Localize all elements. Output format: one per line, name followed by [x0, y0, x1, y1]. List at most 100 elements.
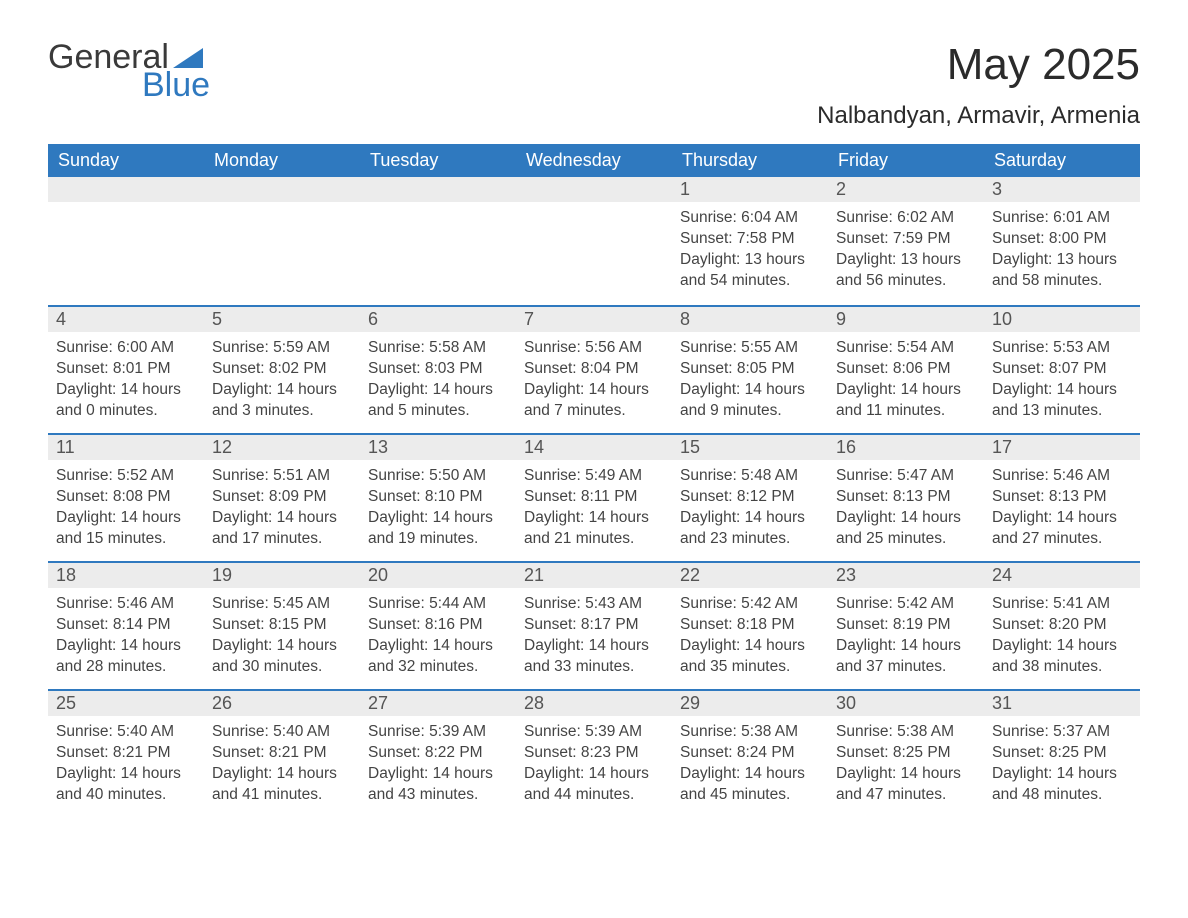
day-number-band: 2 [828, 177, 984, 202]
sunset-line: Sunset: 8:17 PM [524, 615, 664, 636]
day-body: Sunrise: 5:56 AMSunset: 8:04 PMDaylight:… [516, 332, 672, 432]
daylight-line-2: and 15 minutes. [56, 529, 196, 550]
daylight-line-1: Daylight: 14 hours [56, 636, 196, 657]
day-number: 6 [368, 309, 378, 329]
calendar-table: SundayMondayTuesdayWednesdayThursdayFrid… [48, 144, 1140, 817]
calendar-cell: 22Sunrise: 5:42 AMSunset: 8:18 PMDayligh… [672, 561, 828, 689]
calendar-cell: 7Sunrise: 5:56 AMSunset: 8:04 PMDaylight… [516, 305, 672, 433]
daylight-line-2: and 27 minutes. [992, 529, 1132, 550]
sunrise-line: Sunrise: 5:38 AM [680, 722, 820, 743]
calendar-cell: 21Sunrise: 5:43 AMSunset: 8:17 PMDayligh… [516, 561, 672, 689]
day-number: 2 [836, 179, 846, 199]
calendar-body: 1Sunrise: 6:04 AMSunset: 7:58 PMDaylight… [48, 177, 1140, 817]
day-body: Sunrise: 5:49 AMSunset: 8:11 PMDaylight:… [516, 460, 672, 560]
daylight-line-1: Daylight: 14 hours [368, 764, 508, 785]
page-header: General Blue May 2025 Nalbandyan, Armavi… [48, 40, 1140, 138]
daylight-line-1: Daylight: 14 hours [524, 380, 664, 401]
calendar-cell: 1Sunrise: 6:04 AMSunset: 7:58 PMDaylight… [672, 177, 828, 305]
sunset-line: Sunset: 8:15 PM [212, 615, 352, 636]
day-number-band: 8 [672, 305, 828, 332]
day-number: 1 [680, 179, 690, 199]
calendar-cell: 17 Sunrise: 5:46 AMSunset: 8:13 PMDayligh… [984, 433, 1140, 561]
sunrise-line: Sunrise: 5:42 AM [680, 594, 820, 615]
day-number-band: 7 [516, 305, 672, 332]
day-header: Saturday [984, 144, 1140, 177]
day-number-band: 25 [48, 689, 204, 716]
calendar-cell: 27Sunrise: 5:39 AMSunset: 8:22 PMDayligh… [360, 689, 516, 817]
day-number: 19 [212, 565, 232, 585]
sunrise-line: Sunrise: 5:50 AM [368, 466, 508, 487]
daylight-line-2: and 7 minutes. [524, 401, 664, 422]
day-number: 16 [836, 437, 856, 457]
daylight-line-1: Daylight: 14 hours [680, 764, 820, 785]
day-body: Sunrise: 5:54 AMSunset: 8:06 PMDaylight:… [828, 332, 984, 432]
day-body: Sunrise: 6:01 AMSunset: 8:00 PMDaylight:… [984, 202, 1140, 302]
daylight-line-1: Daylight: 14 hours [992, 636, 1132, 657]
daylight-line-1: Daylight: 14 hours [368, 508, 508, 529]
calendar-cell [516, 177, 672, 305]
sunrise-line: Sunrise: 5:40 AM [212, 722, 352, 743]
sunrise-line: Sunrise: 5:58 AM [368, 338, 508, 359]
sunrise-line: Sunrise: 5:52 AM [56, 466, 196, 487]
day-number-band [516, 177, 672, 202]
day-body: Sunrise: 5:50 AMSunset: 8:10 PMDaylight:… [360, 460, 516, 560]
day-number: 10 [992, 309, 1012, 329]
day-header: Tuesday [360, 144, 516, 177]
sunrise-line: Sunrise: 5:47 AM [836, 466, 976, 487]
daylight-line-1: Daylight: 14 hours [992, 508, 1132, 529]
daylight-line-2: and 43 minutes. [368, 785, 508, 806]
daylight-line-1: Daylight: 14 hours [524, 764, 664, 785]
calendar-cell [360, 177, 516, 305]
daylight-line-2: and 37 minutes. [836, 657, 976, 678]
calendar-cell [48, 177, 204, 305]
day-number: 28 [524, 693, 544, 713]
day-number-band: 5 [204, 305, 360, 332]
sunrise-line: Sunrise: 5:44 AM [368, 594, 508, 615]
day-body: Sunrise: 5:44 AMSunset: 8:16 PMDaylight:… [360, 588, 516, 688]
calendar-cell: 16Sunrise: 5:47 AMSunset: 8:13 PMDayligh… [828, 433, 984, 561]
daylight-line-1: Daylight: 14 hours [524, 508, 664, 529]
calendar-cell: 14Sunrise: 5:49 AMSunset: 8:11 PMDayligh… [516, 433, 672, 561]
day-body: Sunrise: 5:41 AMSunset: 8:20 PMDaylight:… [984, 588, 1140, 688]
day-number-band: 6 [360, 305, 516, 332]
sunset-line: Sunset: 8:18 PM [680, 615, 820, 636]
logo-word2: Blue [142, 68, 210, 102]
sunrise-line: Sunrise: 6:00 AM [56, 338, 196, 359]
calendar-cell: 23Sunrise: 5:42 AMSunset: 8:19 PMDayligh… [828, 561, 984, 689]
month-title: May 2025 [817, 40, 1140, 90]
calendar-week: 18Sunrise: 5:46 AMSunset: 8:14 PMDayligh… [48, 561, 1140, 689]
daylight-line-2: and 21 minutes. [524, 529, 664, 550]
sunrise-line: Sunrise: 5:38 AM [836, 722, 976, 743]
day-body: Sunrise: 5:43 AMSunset: 8:17 PMDaylight:… [516, 588, 672, 688]
daylight-line-2: and 41 minutes. [212, 785, 352, 806]
sunrise-line: Sunrise: 5:51 AM [212, 466, 352, 487]
day-number-band: 29 [672, 689, 828, 716]
sunrise-line: Sunrise: 5:55 AM [680, 338, 820, 359]
location-line: Nalbandyan, Armavir, Armenia [817, 102, 1140, 130]
daylight-line-2: and 17 minutes. [212, 529, 352, 550]
sunset-line: Sunset: 8:25 PM [836, 743, 976, 764]
calendar-cell: 20Sunrise: 5:44 AMSunset: 8:16 PMDayligh… [360, 561, 516, 689]
day-number: 17 [992, 437, 1012, 457]
daylight-line-2: and 32 minutes. [368, 657, 508, 678]
day-body: Sunrise: 5:59 AMSunset: 8:02 PMDaylight:… [204, 332, 360, 432]
day-body: Sunrise: 5:58 AMSunset: 8:03 PMDaylight:… [360, 332, 516, 432]
sunset-line: Sunset: 8:24 PM [680, 743, 820, 764]
day-number-band: 28 [516, 689, 672, 716]
day-number-band: 18 [48, 561, 204, 588]
day-number: 25 [56, 693, 76, 713]
day-body: Sunrise: 6:00 AMSunset: 8:01 PMDaylight:… [48, 332, 204, 432]
sunset-line: Sunset: 8:21 PM [56, 743, 196, 764]
calendar-cell: 3Sunrise: 6:01 AMSunset: 8:00 PMDaylight… [984, 177, 1140, 305]
day-body: Sunrise: 5:38 AMSunset: 8:25 PMDaylight:… [828, 716, 984, 816]
sunrise-line: Sunrise: 5:42 AM [836, 594, 976, 615]
calendar-cell: 26Sunrise: 5:40 AMSunset: 8:21 PMDayligh… [204, 689, 360, 817]
sunset-line: Sunset: 8:06 PM [836, 359, 976, 380]
calendar-cell: 12Sunrise: 5:51 AMSunset: 8:09 PMDayligh… [204, 433, 360, 561]
day-body: Sunrise: 5:37 AMSunset: 8:25 PMDaylight:… [984, 716, 1140, 816]
day-body: Sunrise: 5:46 AMSunset: 8:13 PMDaylight:… [984, 460, 1140, 560]
daylight-line-1: Daylight: 13 hours [836, 250, 976, 271]
calendar-cell: 10Sunrise: 5:53 AMSunset: 8:07 PMDayligh… [984, 305, 1140, 433]
day-header: Monday [204, 144, 360, 177]
day-number-band: 15 [672, 433, 828, 460]
